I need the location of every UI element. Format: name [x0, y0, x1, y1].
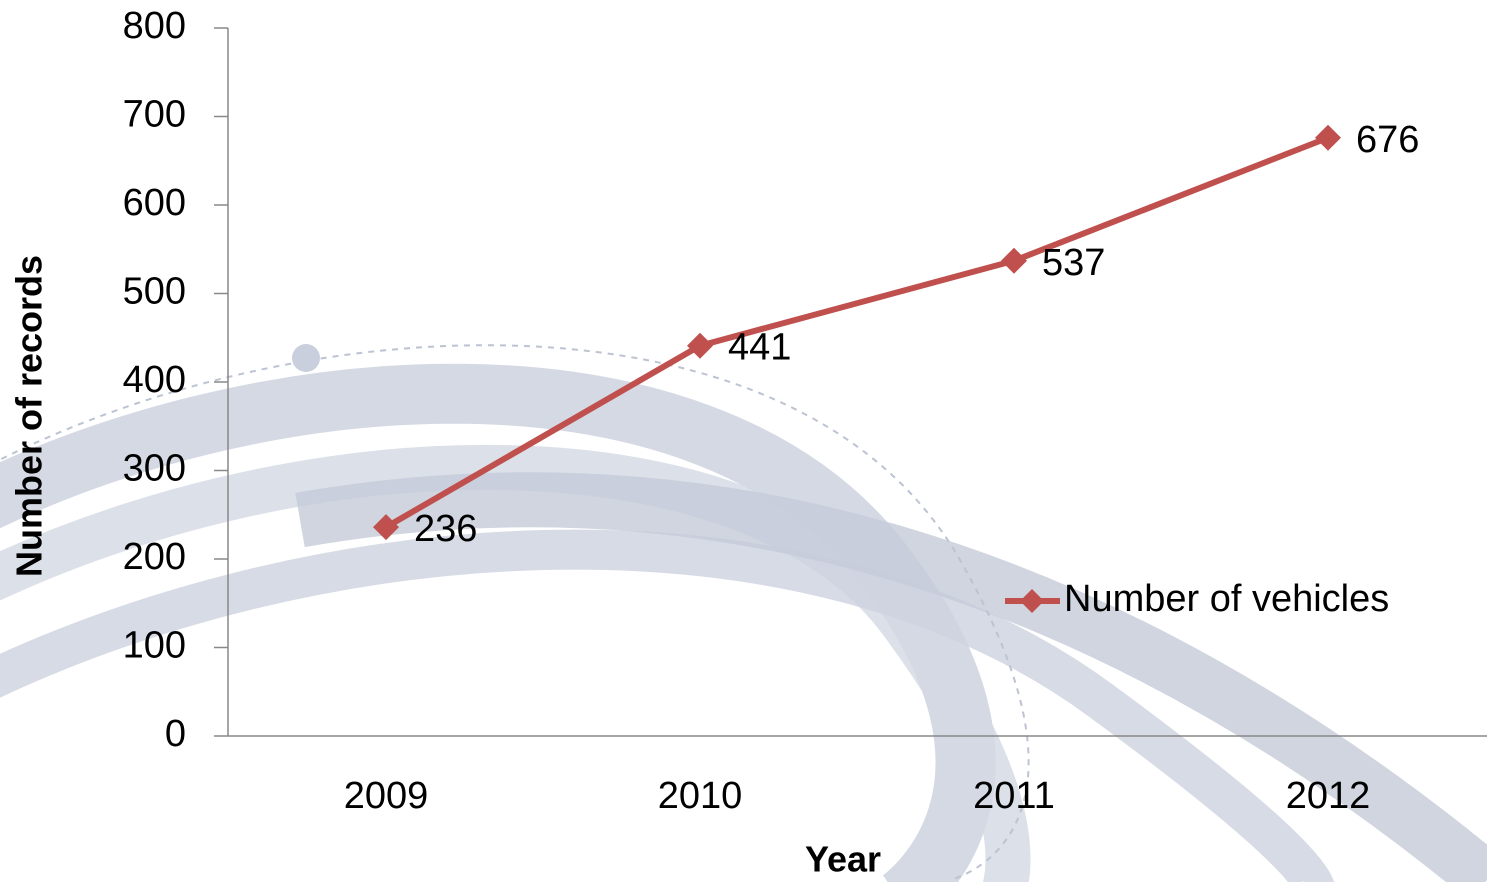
x-tick-label: 2010: [658, 775, 743, 817]
y-tick-label: 800: [123, 5, 186, 47]
point-marker: [1001, 247, 1027, 274]
legend-label: Number of vehicles: [1064, 578, 1389, 620]
y-tick-label: 100: [123, 625, 186, 667]
x-axis-title: Year: [805, 839, 881, 880]
data-label: 236: [414, 508, 477, 550]
y-tick-label: 700: [123, 94, 186, 136]
y-tick-label: 300: [123, 448, 186, 490]
background-decoration: [0, 344, 1487, 882]
y-tick-label: 200: [123, 536, 186, 578]
swoosh: [295, 472, 1487, 882]
point-marker: [1315, 124, 1341, 151]
y-tick-label: 0: [165, 713, 186, 755]
series-line: [384, 134, 1330, 530]
swoosh: [0, 529, 1334, 882]
data-label: 441: [728, 327, 791, 369]
dot: [292, 344, 320, 372]
y-tick-label: 600: [123, 182, 186, 224]
y-tick-label: 500: [123, 271, 186, 313]
x-tick-label: 2009: [344, 775, 429, 817]
x-tick-label: 2012: [1286, 775, 1371, 817]
swoosh: [0, 363, 996, 882]
data-label: 537: [1042, 242, 1105, 284]
legend-marker: [1020, 589, 1044, 613]
x-tick-label: 2011: [973, 775, 1055, 817]
y-axis-title: Number of records: [9, 255, 50, 577]
data-label: 676: [1356, 119, 1419, 161]
y-tick-label: 400: [123, 359, 186, 401]
point-marker: [687, 332, 713, 359]
point-marker: [373, 514, 399, 541]
dashed-arc: [0, 344, 1030, 881]
